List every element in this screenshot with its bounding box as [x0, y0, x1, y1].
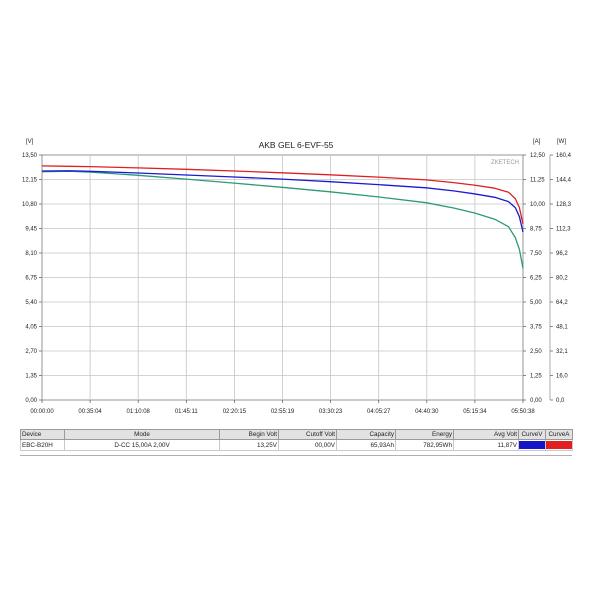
right-axis-current-unit: [A]: [533, 139, 541, 145]
current-tick-label: 2,50: [530, 349, 542, 355]
current-tick-label: 0,00: [530, 398, 542, 404]
x-tick-label: 05:15:34: [463, 409, 487, 415]
header-cutoff-volt: Cutoff Volt: [278, 429, 337, 440]
current-tick-label: 7,50: [530, 251, 542, 257]
cell-device: EBC-B20H: [20, 439, 65, 451]
x-tick-label: 01:45:11: [175, 409, 199, 415]
left-axis-unit: [V]: [26, 139, 34, 145]
cell-avg-volt: 11,87V: [453, 439, 519, 451]
x-tick-label: 04:40:30: [415, 409, 439, 415]
power-tick-label: 16,0: [556, 374, 568, 380]
left-tick-label: 2,70: [25, 349, 37, 355]
curve-v-swatch: [518, 439, 546, 451]
current-tick-label: 10,00: [530, 202, 546, 208]
table-bottom-border: [20, 455, 572, 456]
header-begin-volt: Begin Volt: [219, 429, 279, 440]
cell-energy: 782,95Wh: [395, 439, 454, 451]
x-tick-label: 00:00:00: [30, 409, 54, 415]
header-avg-volt: Avg Volt: [453, 429, 519, 440]
summary-table: Device Mode Begin Volt Cutoff Volt Capac…: [20, 429, 573, 451]
header-curve-a: CurveA: [545, 429, 573, 440]
current-tick-label: 8,75: [530, 227, 542, 233]
current-tick-label: 5,00: [530, 300, 542, 306]
x-tick-label: 05:50:38: [511, 409, 535, 415]
series-line: [41, 170, 524, 233]
x-tick-label: 04:05:27: [367, 409, 391, 415]
left-tick-label: 9,45: [25, 227, 37, 233]
x-tick-label: 02:20:15: [223, 409, 247, 415]
left-tick-label: 12,15: [22, 178, 38, 184]
header-mode: Mode: [64, 429, 220, 440]
power-tick-label: 160,4: [556, 153, 572, 159]
left-axis: 0,00 1,35 2,70 4,05 5,40 6,75 8,10 9,45 10,80 12,…: [22, 153, 42, 404]
header-curve-v: CurveV: [518, 429, 546, 440]
left-tick-label: 6,75: [25, 276, 37, 282]
power-tick-label: 0,0: [556, 398, 565, 404]
summary-data-row: EBC-B20H D-CC 15,00A 2,00V 13,25V 00,00V…: [20, 439, 573, 451]
x-tick-label: 02:55:19: [271, 409, 295, 415]
cell-mode: D-CC 15,00A 2,00V: [64, 439, 220, 451]
x-axis: 00:00:00 00:35:04 01:10:08 01:45:11 02:20:15…: [30, 400, 535, 415]
power-tick-label: 96,2: [556, 251, 568, 257]
power-tick-label: 112,3: [556, 227, 571, 233]
left-tick-label: 4,05: [25, 325, 37, 331]
summary-header-row: Device Mode Begin Volt Cutoff Volt Capac…: [20, 429, 573, 440]
left-tick-label: 13,50: [22, 153, 38, 159]
power-tick-label: 128,3: [556, 202, 572, 208]
series-line: [41, 170, 524, 269]
left-tick-label: 10,80: [22, 202, 38, 208]
cell-begin-volt: 13,25V: [219, 439, 279, 451]
current-tick-label: 11,25: [530, 178, 545, 184]
left-tick-label: 5,40: [25, 300, 37, 306]
left-tick-label: 8,10: [25, 251, 37, 257]
power-tick-label: 64,2: [556, 300, 568, 306]
current-tick-label: 1,25: [530, 374, 542, 380]
series-line: [41, 165, 524, 225]
curve-a-swatch: [545, 439, 573, 451]
power-tick-label: 80,2: [556, 276, 568, 282]
series-lines: [41, 165, 524, 269]
current-tick-label: 3,75: [530, 325, 542, 331]
current-tick-label: 12,50: [530, 153, 546, 159]
header-device: Device: [20, 429, 65, 440]
x-tick-label: 01:10:08: [127, 409, 151, 415]
power-tick-label: 144,4: [556, 178, 572, 184]
power-tick-label: 32,1: [556, 349, 568, 355]
header-energy: Energy: [395, 429, 454, 440]
x-tick-label: 03:30:23: [319, 409, 343, 415]
chart-title: AKB GEL 6-EVF-55: [259, 140, 334, 150]
right-axis-power-unit: [W]: [557, 139, 566, 145]
x-tick-label: 00:35:04: [78, 409, 102, 415]
watermark: ZKETECH: [491, 160, 519, 166]
cell-capacity: 65,93Ah: [336, 439, 396, 451]
header-capacity: Capacity: [336, 429, 396, 440]
cell-cutoff-volt: 00,00V: [278, 439, 337, 451]
power-tick-label: 48,1: [556, 325, 568, 331]
right-axes: 0,00 1,25 2,50 3,75 5,00 6,25 7,50 8,75 10,00 11,…: [523, 153, 572, 404]
current-tick-label: 6,25: [530, 276, 542, 282]
left-tick-label: 0,00: [25, 398, 37, 404]
left-tick-label: 1,35: [25, 374, 37, 380]
